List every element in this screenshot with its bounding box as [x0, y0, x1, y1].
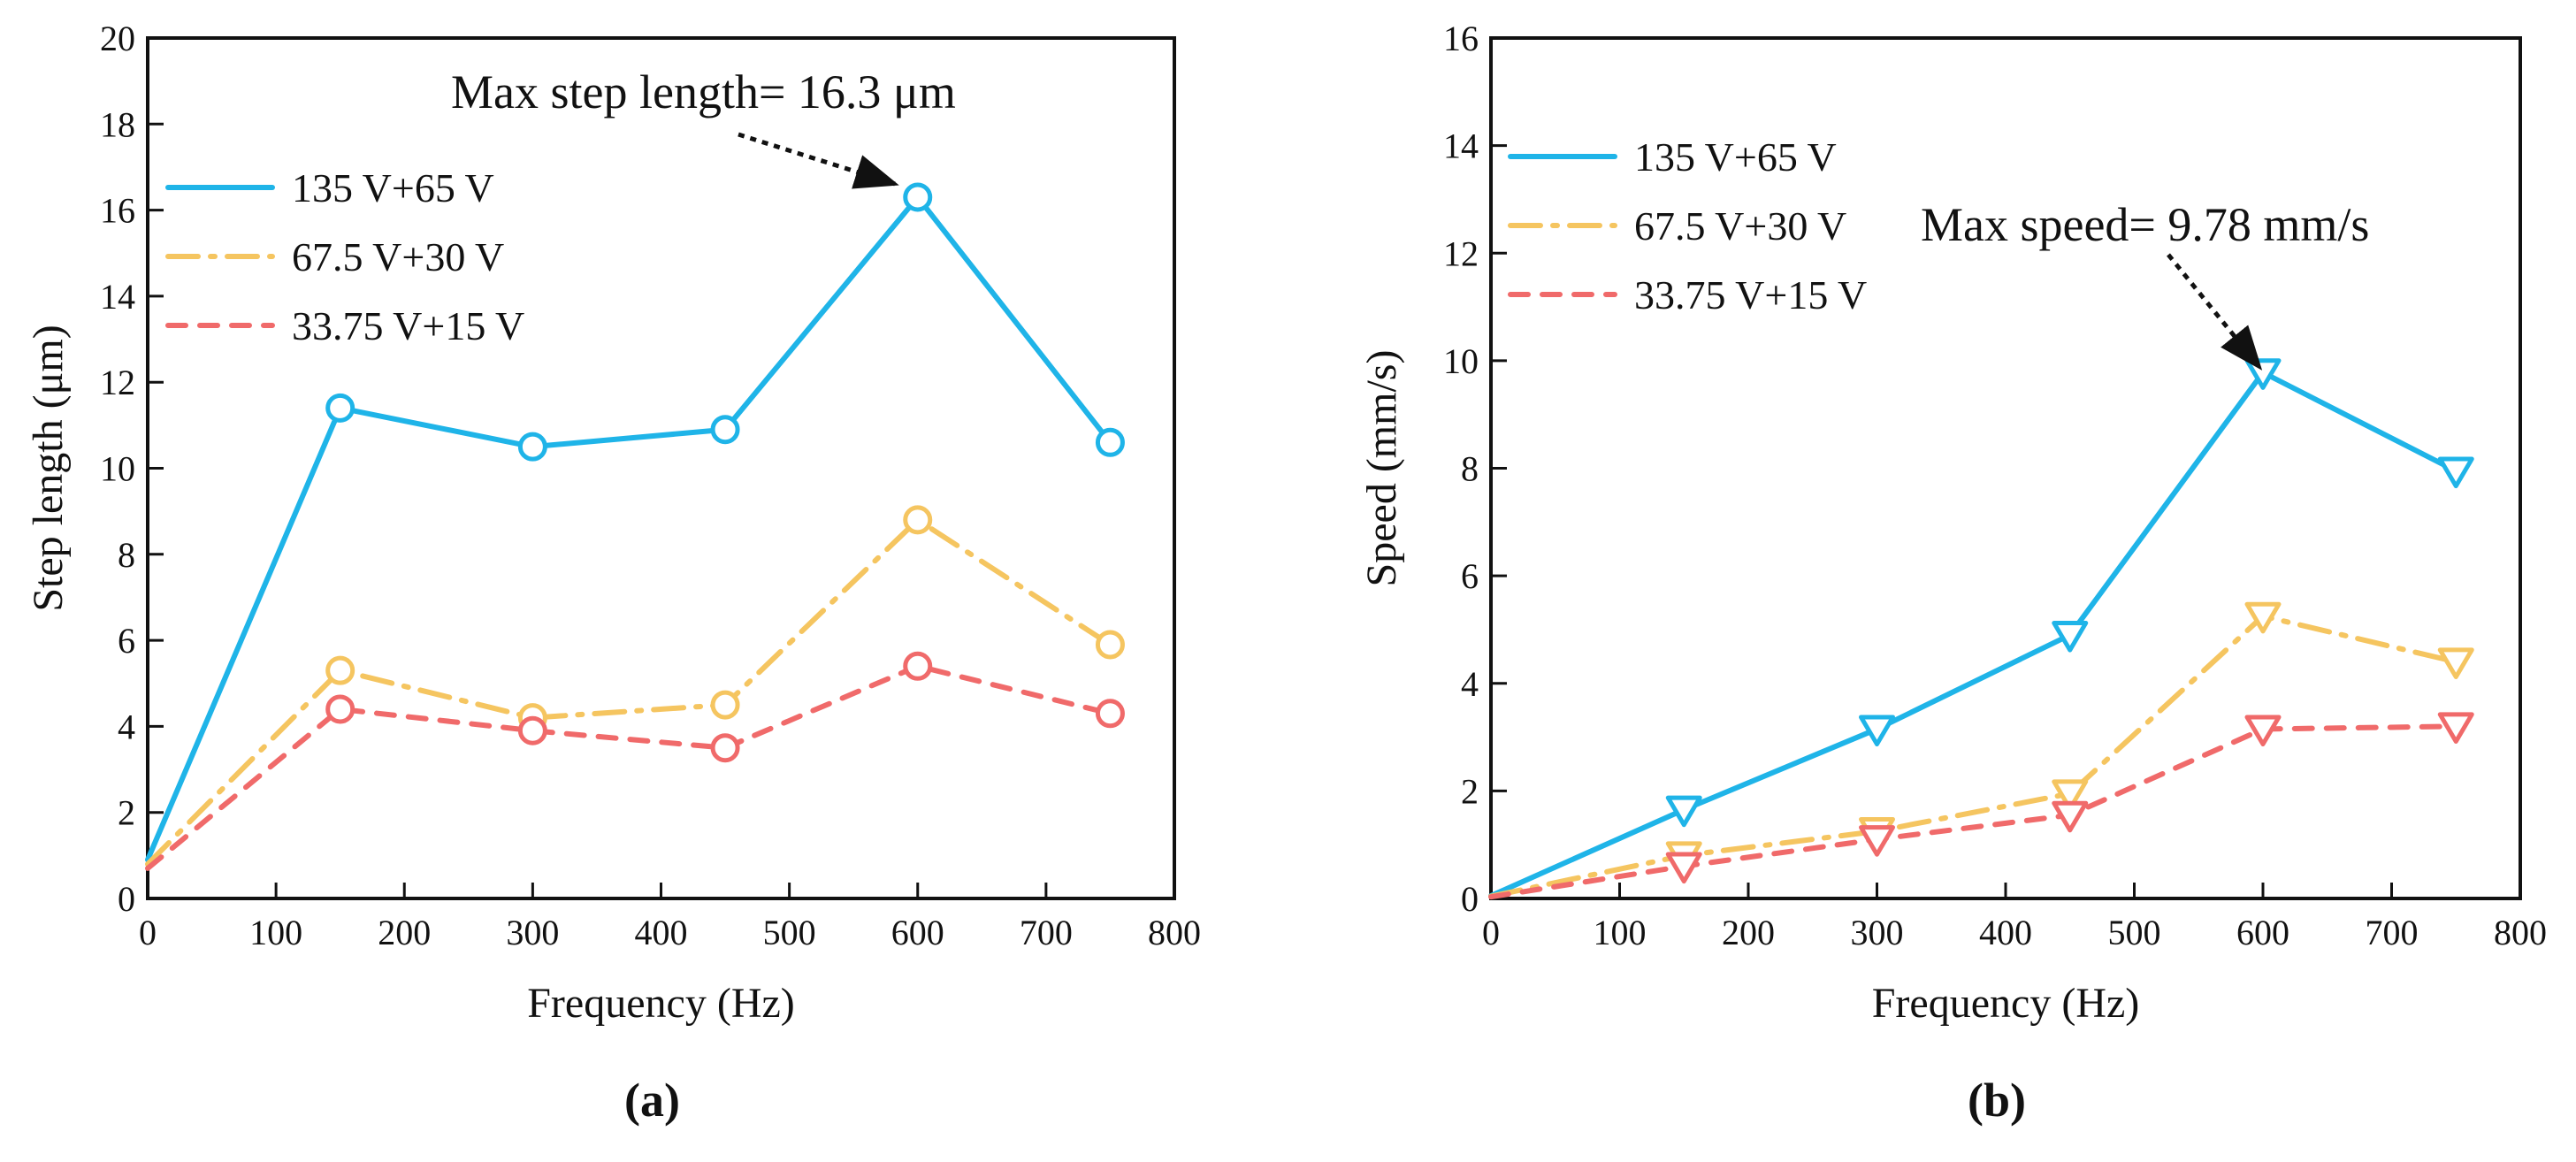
- data-point: [1859, 715, 1895, 747]
- x-tick-label: 600: [891, 913, 944, 952]
- annotation-arrow: [2167, 253, 2263, 371]
- data-point: [710, 415, 740, 445]
- y-tick-label: 8: [1461, 449, 1479, 489]
- x-tick-label: 700: [2366, 913, 2419, 952]
- y-axis-label: Speed (mm/s): [1358, 350, 1405, 587]
- x-tick-label: 200: [1722, 913, 1775, 952]
- chart-panel-1: 0 100 200 300 400 500 600 700 800 0 2 4 6 8 10 12 14 16 Fr…: [1358, 19, 2547, 1127]
- annotation-text: Max speed= 9.78 mm/s: [1921, 198, 2369, 251]
- y-tick-label: 6: [118, 621, 135, 661]
- data-point: [903, 651, 933, 681]
- y-tick-label: 20: [100, 19, 135, 58]
- data-point: [2052, 800, 2089, 833]
- series-line-1: [1488, 613, 2459, 899]
- x-tick-label: 800: [1148, 913, 1201, 952]
- panel-label: (a): [624, 1074, 680, 1127]
- x-tick-label: 400: [635, 913, 688, 952]
- y-tick-label: 12: [100, 363, 135, 402]
- x-tick-label: 500: [763, 913, 816, 952]
- x-axis-label: Frequency (Hz): [527, 980, 795, 1027]
- data-point: [2052, 621, 2089, 653]
- data-point: [325, 655, 355, 685]
- y-tick-label: 14: [100, 277, 135, 317]
- y-tick-label: 10: [1443, 341, 1479, 381]
- chart-panel-0: 0 100 200 300 400 500 600 700 800 0 2 4 6 8 10 12 14 16 18…: [25, 19, 1201, 1127]
- y-tick-label: 0: [118, 879, 135, 919]
- x-tick-label: 100: [1594, 913, 1647, 952]
- y-tick-label: 14: [1443, 126, 1479, 166]
- data-point: [1859, 825, 1895, 857]
- y-tick-label: 10: [100, 449, 135, 489]
- legend-label-2: 33.75 V+15 V: [1634, 272, 1867, 317]
- legend-label-0: 135 V+65 V: [1634, 134, 1837, 180]
- y-tick-label: 12: [1443, 233, 1479, 273]
- data-point: [325, 393, 355, 423]
- y-tick-label: 4: [1461, 664, 1479, 704]
- legend-label-0: 135 V+65 V: [292, 165, 494, 210]
- y-tick-label: 18: [100, 104, 135, 144]
- data-point: [2244, 601, 2282, 634]
- annotation-arrow: [738, 132, 899, 189]
- data-point: [710, 690, 740, 720]
- x-tick-label: 0: [1482, 913, 1500, 952]
- data-point: [2052, 779, 2089, 812]
- data-point: [903, 505, 933, 535]
- data-point: [1095, 630, 1125, 660]
- legend-label-2: 33.75 V+15 V: [292, 303, 524, 348]
- x-tick-label: 600: [2236, 913, 2289, 952]
- y-tick-label: 4: [118, 707, 135, 746]
- y-tick-label: 2: [118, 793, 135, 833]
- series-line-1: [145, 516, 1113, 868]
- x-tick-label: 400: [1979, 913, 2032, 952]
- series-line-0: [1488, 370, 2459, 898]
- x-tick-label: 200: [378, 913, 431, 952]
- data-point: [710, 733, 740, 763]
- x-tick-label: 700: [1020, 913, 1073, 952]
- x-tick-label: 800: [2494, 913, 2547, 952]
- x-tick-label: 300: [506, 913, 559, 952]
- series-line-0: [145, 195, 1113, 863]
- x-tick-label: 500: [2108, 913, 2161, 952]
- data-point: [517, 432, 547, 462]
- x-axis-label: Frequency (Hz): [1872, 980, 2140, 1027]
- x-tick-label: 0: [139, 913, 157, 952]
- data-point: [517, 715, 547, 745]
- data-point: [1665, 795, 1702, 828]
- data-point: [1665, 852, 1702, 884]
- data-point: [2437, 647, 2474, 680]
- y-tick-label: 0: [1461, 879, 1479, 919]
- y-tick-label: 8: [118, 535, 135, 575]
- data-point: [1095, 699, 1125, 729]
- data-point: [2244, 715, 2282, 747]
- x-tick-label: 300: [1851, 913, 1904, 952]
- panel-label: (b): [1968, 1074, 2026, 1127]
- annotation-text: Max step length= 16.3 μm: [451, 65, 956, 118]
- y-tick-label: 6: [1461, 556, 1479, 596]
- y-tick-label: 2: [1461, 771, 1479, 811]
- y-tick-label: 16: [1443, 19, 1479, 58]
- data-point: [903, 182, 933, 212]
- legend-label-1: 67.5 V+30 V: [1634, 203, 1846, 248]
- data-point: [1095, 427, 1125, 457]
- data-point: [325, 694, 355, 724]
- data-point: [2437, 712, 2474, 744]
- x-tick-label: 100: [249, 913, 302, 952]
- data-point: [2437, 456, 2474, 489]
- y-axis-label: Step length (μm): [25, 325, 72, 611]
- y-tick-label: 16: [100, 191, 135, 231]
- legend-label-1: 67.5 V+30 V: [292, 234, 504, 279]
- series-line-2: [145, 663, 1113, 871]
- series-line-2: [1488, 723, 2459, 900]
